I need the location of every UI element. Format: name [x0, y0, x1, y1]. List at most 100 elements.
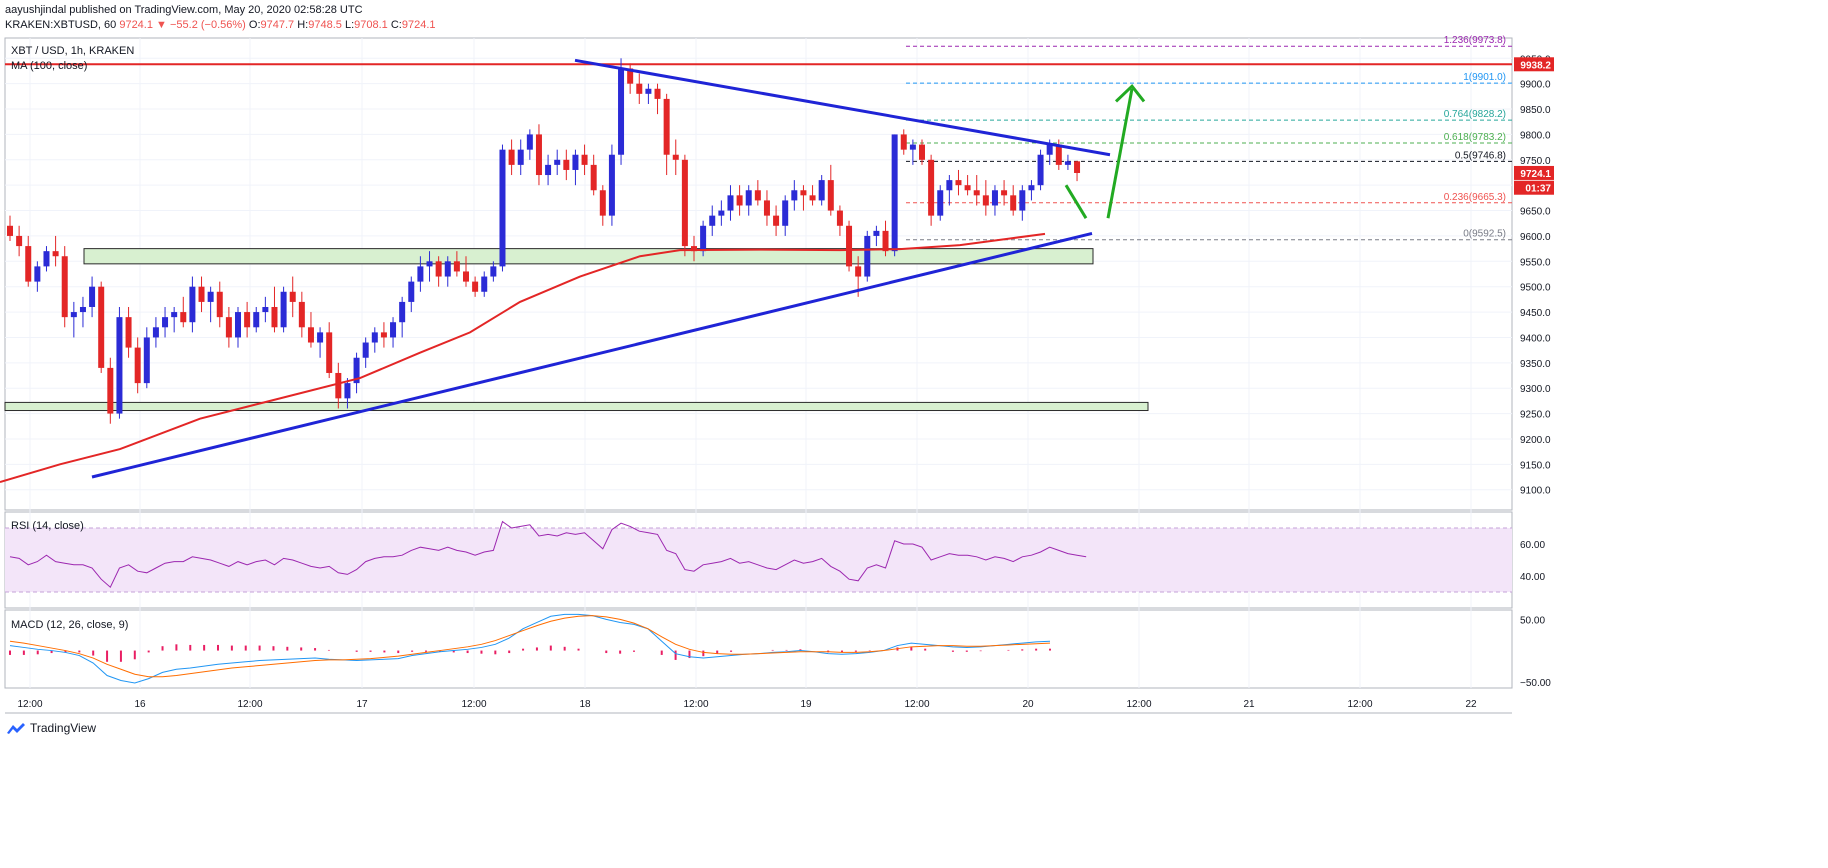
candle-body — [134, 347, 141, 384]
candle-body — [627, 68, 634, 84]
candle-body — [353, 357, 360, 384]
candle-body — [481, 276, 488, 292]
close-label: C: — [390, 19, 402, 31]
candle-body — [928, 159, 935, 216]
rsi-line — [9, 520, 1087, 589]
publisher-line: aayushjindal published on TradingView.co… — [5, 4, 363, 16]
candle-body — [937, 190, 944, 216]
high-value: 9748.5 — [308, 19, 342, 31]
candle-body — [371, 332, 378, 343]
candle-body — [891, 134, 898, 252]
candle-body — [955, 180, 962, 186]
ohlc-line: KRAKEN:XBTUSD, 60 9724.1 ▼ −55.2 (−0.56%… — [5, 19, 436, 31]
candle-body — [499, 149, 506, 267]
macd-tick-label: −50.00 — [1520, 678, 1551, 689]
candle-body — [244, 312, 251, 328]
candle-body — [572, 154, 579, 170]
x-tick-label: 21 — [1243, 699, 1255, 710]
y-tick-label: 9350.0 — [1520, 359, 1551, 370]
candle-body — [581, 154, 588, 165]
candle-body — [453, 261, 460, 272]
candle-body — [444, 261, 451, 277]
candle-body — [773, 215, 780, 226]
candle-body — [298, 301, 305, 328]
rsi-tick-label: 60.00 — [1520, 540, 1545, 551]
fib-level-label: 1.236(9973.8) — [1444, 35, 1506, 46]
y-tick-label: 9300.0 — [1520, 384, 1551, 395]
open-value: 9747.7 — [260, 19, 295, 31]
x-tick-label: 12:00 — [17, 699, 42, 710]
candle-body — [198, 286, 205, 302]
rsi-title: RSI (14, close) — [11, 520, 84, 532]
candle-body — [171, 312, 178, 318]
candle-body — [809, 195, 816, 201]
main-pane-frame — [4, 37, 1513, 511]
y-tick-label: 9850.0 — [1520, 105, 1551, 116]
tradingview-icon — [7, 723, 25, 734]
candle-body — [882, 230, 889, 252]
x-tick-label: 12:00 — [683, 699, 708, 710]
candle-body — [964, 185, 971, 191]
y-tick-label: 9750.0 — [1520, 156, 1551, 167]
ma-legend: MA (100, close) — [11, 60, 88, 72]
x-tick-label: 17 — [356, 699, 368, 710]
candle-body — [79, 306, 86, 313]
candle-body — [335, 372, 342, 399]
tradingview-logo[interactable]: TradingView — [6, 721, 96, 735]
candle-body — [25, 246, 32, 282]
candle-body — [681, 159, 688, 247]
y-tick-label: 9550.0 — [1520, 257, 1551, 268]
candle-body — [189, 286, 196, 323]
price-tag: 9724.1 — [1520, 169, 1551, 180]
y-tick-label: 9600.0 — [1520, 232, 1551, 243]
candle-body — [34, 266, 41, 282]
candle-body — [262, 306, 269, 313]
candle-body — [116, 317, 123, 414]
candle-body — [490, 266, 497, 277]
candle-body — [709, 215, 716, 226]
candle-body — [435, 261, 442, 277]
candle-body — [70, 312, 77, 318]
candle-body — [326, 332, 333, 373]
candle-body — [754, 190, 761, 201]
candle-body — [736, 195, 743, 206]
high-label: H: — [297, 19, 309, 31]
macd-tick-label: 50.00 — [1520, 615, 1545, 626]
candle-body — [1074, 161, 1081, 174]
x-tick-label: 20 — [1022, 699, 1034, 710]
resistance-tag-bg — [1514, 57, 1554, 72]
x-tick-label: 18 — [579, 699, 591, 710]
y-tick-label: 9500.0 — [1520, 283, 1551, 294]
candle-body — [846, 225, 853, 267]
x-tick-label: 16 — [134, 699, 146, 710]
y-tick-label: 9200.0 — [1520, 435, 1551, 446]
candle-body — [1019, 190, 1026, 211]
candle-body — [1037, 154, 1044, 186]
countdown-tag: 01:37 — [1525, 184, 1551, 195]
rsi-tick-label: 40.00 — [1520, 572, 1545, 583]
candle-body — [864, 235, 871, 277]
rsi-band — [5, 528, 1512, 592]
candle-body — [317, 332, 324, 343]
candle-body — [89, 286, 96, 307]
candle-body — [763, 200, 770, 216]
candle-body — [52, 251, 59, 257]
candle-body — [636, 83, 643, 94]
brand-text: TradingView — [30, 721, 97, 735]
low-value: 9708.1 — [354, 19, 388, 31]
candle-body — [855, 266, 862, 277]
candle-body — [107, 367, 114, 414]
candle-body — [946, 180, 953, 191]
candle-body — [618, 68, 625, 155]
x-tick-label: 12:00 — [237, 699, 262, 710]
candle-body — [1064, 161, 1071, 165]
descending-resistance — [574, 58, 1111, 157]
ascending-support — [91, 231, 1093, 479]
candle-body — [982, 195, 989, 206]
ma100-line — [0, 232, 1046, 484]
fib-level-label: 0.236(9665.3) — [1444, 192, 1506, 203]
up-arrow-head — [1114, 83, 1146, 103]
candle-body — [408, 281, 415, 302]
support-zone-9265 — [4, 401, 1149, 412]
close-value: 9724.1 — [401, 19, 436, 31]
